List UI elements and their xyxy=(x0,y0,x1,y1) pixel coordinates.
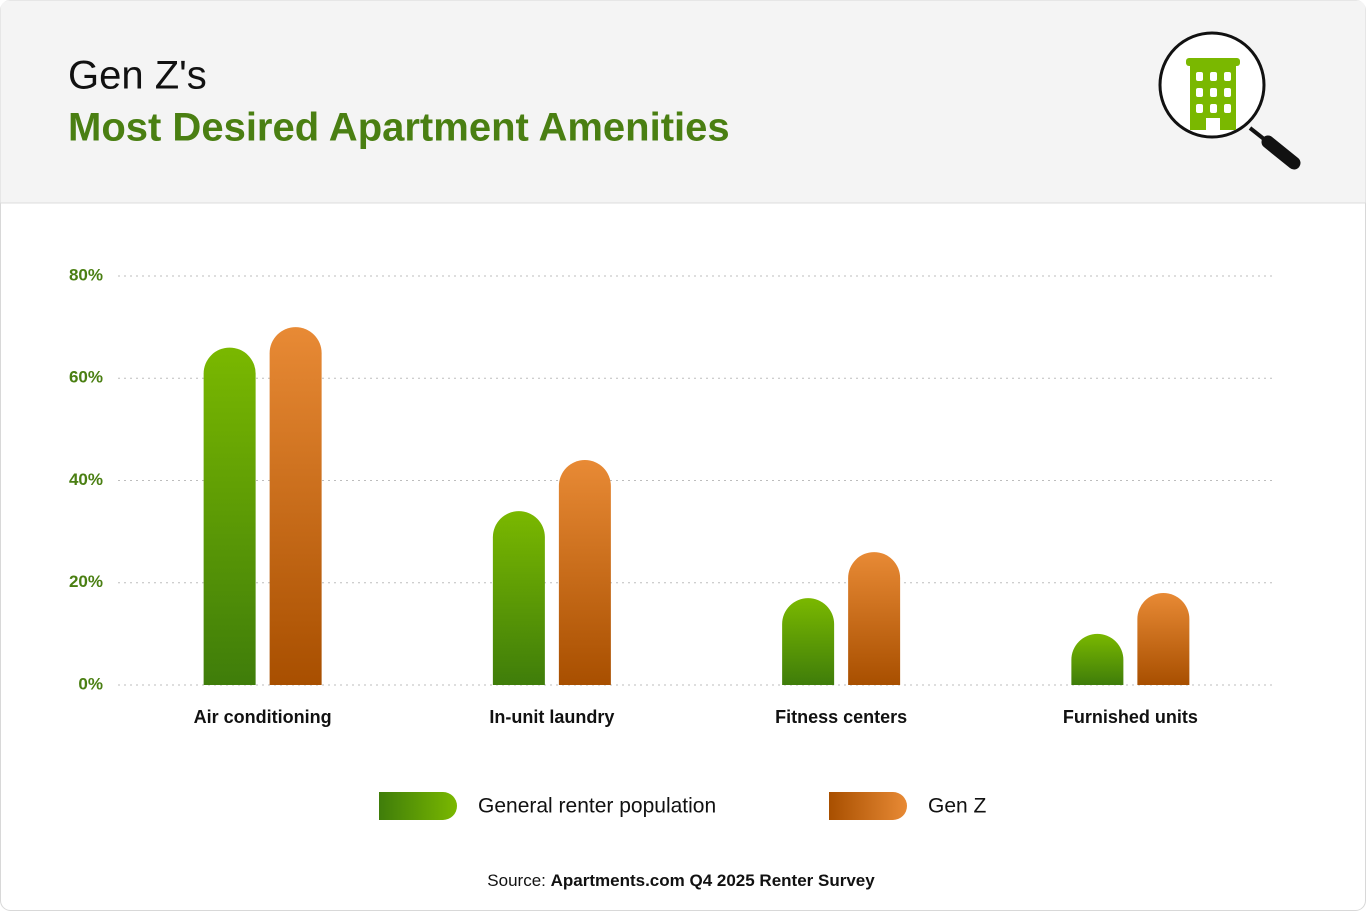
y-tick-label: 40% xyxy=(69,470,103,489)
bar xyxy=(492,511,545,685)
header-band xyxy=(0,0,1366,203)
chart-subtitle: Most Desired Apartment Amenities xyxy=(68,106,730,150)
x-tick-label: Furnished units xyxy=(1063,707,1198,727)
bar xyxy=(782,598,835,685)
y-tick-label: 20% xyxy=(69,572,103,591)
bar xyxy=(848,552,901,685)
chart-title: Gen Z's xyxy=(68,54,207,98)
source-text: Apartments.com Q4 2025 Renter Survey xyxy=(551,871,876,890)
source-label: Source: xyxy=(487,871,546,890)
x-tick-label: Fitness centers xyxy=(775,707,907,727)
bar xyxy=(269,327,322,685)
legend-label: Gen Z xyxy=(928,795,987,818)
y-tick-label: 60% xyxy=(69,368,103,387)
y-tick-label: 80% xyxy=(69,265,103,284)
y-tick-label: 0% xyxy=(78,674,103,693)
x-tick-label: In-unit laundry xyxy=(489,707,614,727)
bar xyxy=(1137,592,1190,685)
source: Source: Apartments.com Q4 2025 Renter Su… xyxy=(487,871,875,890)
legend-swatch xyxy=(379,792,457,820)
bar xyxy=(558,460,611,685)
header-icon xyxy=(1158,31,1301,170)
bar xyxy=(1071,633,1124,685)
legend-label: General renter population xyxy=(478,795,716,818)
x-tick-label: Air conditioning xyxy=(194,707,332,727)
bar xyxy=(203,347,256,685)
legend-swatch xyxy=(829,792,907,820)
